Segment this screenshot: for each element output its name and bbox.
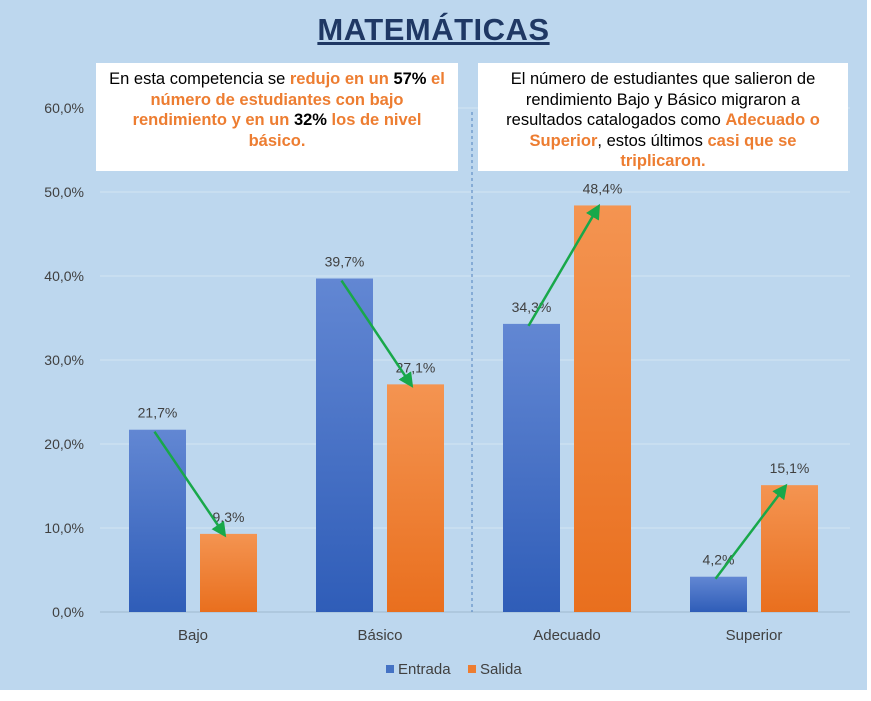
x-category-label-1: Básico: [357, 627, 402, 644]
note-right-highlight-2: casi que se triplicaron.: [620, 131, 797, 171]
chart-title: MATEMÁTICAS: [317, 12, 550, 47]
note-left: En esta competencia se redujo en un 57% …: [96, 63, 458, 171]
y-tick-label-0: 0,0%: [52, 604, 84, 620]
legend-entrada-label: Entrada: [398, 661, 451, 678]
data-label-salida-3: 15,1%: [770, 460, 810, 476]
legend-salida-swatch: [468, 665, 476, 673]
note-left-percent-57: 57%: [393, 70, 427, 88]
y-tick-label-40: 40,0%: [44, 268, 84, 284]
note-left-highlight-3: los de nivel básico.: [248, 111, 422, 150]
x-category-label-0: Bajo: [178, 627, 208, 644]
data-label-salida-2: 48,4%: [583, 180, 623, 196]
note-left-percent-32: 32%: [293, 111, 327, 129]
data-label-salida-1: 27,1%: [396, 359, 436, 375]
bar-salida-3: [761, 485, 818, 612]
x-category-label-3: Superior: [726, 627, 783, 644]
bar-entrada-3: [690, 576, 747, 612]
legend-entrada: Entrada: [386, 661, 451, 678]
bar-entrada-2: [503, 323, 560, 612]
bar-entrada-1: [316, 278, 373, 612]
note-right-highlight-1: Adecuado o Superior: [529, 111, 820, 150]
note-left-text-1: En esta competencia se: [109, 70, 290, 88]
note-left-highlight-2: el número de estudiantes con bajo rendim…: [132, 70, 445, 129]
y-tick-label-20: 20,0%: [44, 436, 84, 452]
note-right-text-1: El número de estudiantes que salieron de…: [506, 70, 816, 129]
legend-salida: Salida: [468, 661, 522, 678]
y-tick-label-60: 60,0%: [44, 100, 84, 116]
transition-arrow-1: [340, 279, 414, 388]
x-category-label-2: Adecuado: [533, 627, 601, 644]
data-label-entrada-2: 34,3%: [512, 299, 552, 315]
legend-entrada-swatch: [386, 665, 394, 673]
bar-salida-2: [574, 205, 631, 612]
chart-frame: 0,0% 10,0% 20,0% 30,0% 40,0% 50,0% 60,0% 21,7% 9…: [0, 0, 867, 690]
bar-entrada-0: [129, 429, 186, 612]
bar-chart: 0,0%10,0%20,0%30,0%40,0%50,0%60,0%21,7%9…: [44, 100, 850, 644]
note-left-highlight-1: redujo en un: [289, 70, 394, 88]
bar-salida-1: [387, 384, 444, 612]
y-tick-label-50: 50,0%: [44, 184, 84, 200]
legend-salida-label: Salida: [480, 661, 522, 678]
data-label-entrada-0: 21,7%: [138, 405, 178, 421]
note-right: El número de estudiantes que salieron de…: [478, 63, 848, 171]
y-tick-label-30: 30,0%: [44, 352, 84, 368]
data-label-entrada-1: 39,7%: [325, 254, 365, 270]
transition-arrow-3: [714, 483, 788, 580]
transition-arrow-2: [527, 203, 601, 327]
transition-arrow-0: [153, 431, 227, 538]
bar-salida-0: [200, 533, 257, 612]
note-right-text-2: , estos últimos: [597, 131, 708, 150]
y-tick-label-10: 10,0%: [44, 520, 84, 536]
